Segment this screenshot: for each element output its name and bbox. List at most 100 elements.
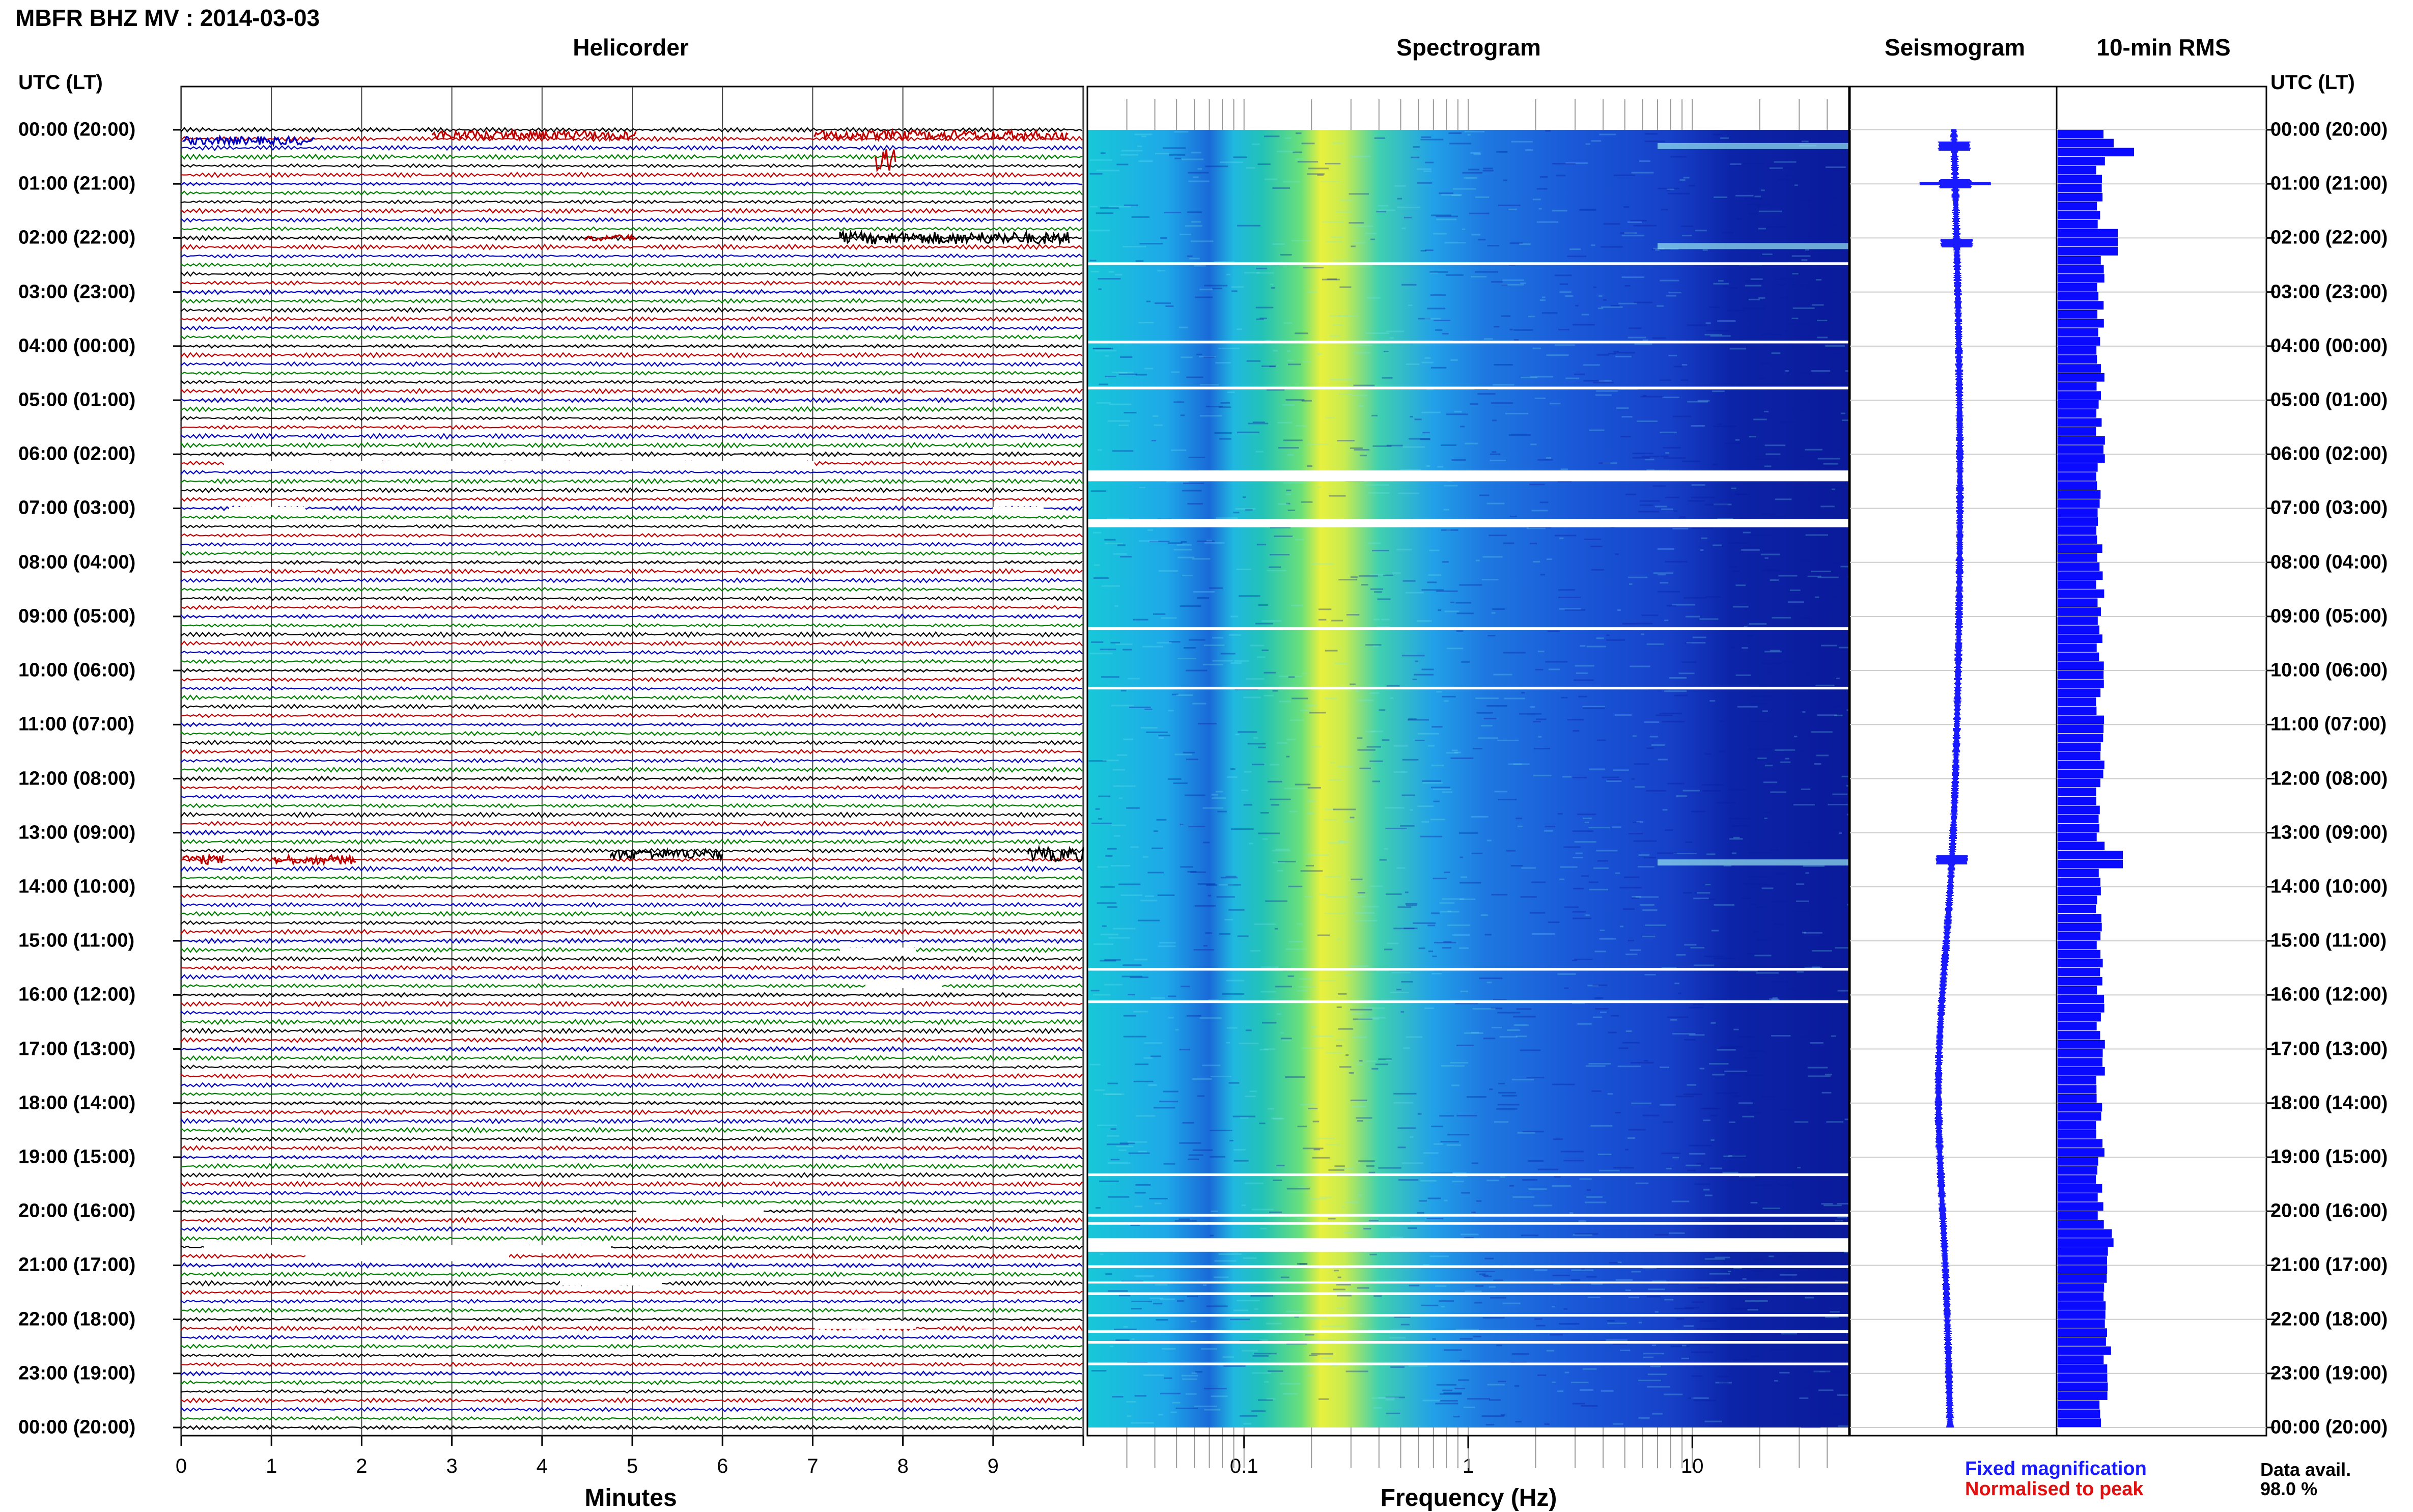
spectrogram-texture — [1572, 1002, 1585, 1004]
spectrogram-texture — [1532, 199, 1541, 201]
spectrogram-texture — [1716, 1092, 1738, 1094]
spectrogram-texture — [1805, 249, 1810, 251]
spectrogram-texture — [1367, 492, 1390, 494]
spectrogram-texture — [1288, 940, 1303, 942]
spectrogram-texture — [1833, 993, 1850, 995]
spectrogram-texture — [1135, 260, 1144, 262]
rms-bar — [2058, 157, 2105, 165]
spectrogram-texture — [1401, 981, 1413, 983]
rms-bar — [2058, 1328, 2107, 1337]
spectrogram-texture — [1490, 1297, 1506, 1299]
spectrogram-texture — [1829, 1220, 1841, 1222]
rms-bar — [2058, 986, 2097, 995]
spectrogram-texture — [1729, 287, 1738, 289]
spectrogram-texture — [1811, 304, 1824, 306]
spectrogram-texture — [1532, 347, 1541, 349]
spectrogram-texture — [1618, 1047, 1629, 1049]
spectrogram-texture — [1186, 376, 1203, 378]
spectrogram-texture — [1297, 161, 1318, 163]
spectrogram-data-gap — [1087, 1330, 1849, 1333]
spectrogram-texture — [1235, 734, 1240, 736]
spectrogram-texture — [1780, 1109, 1795, 1111]
spectrogram-texture — [1131, 1300, 1153, 1302]
spectrogram-texture — [1297, 1126, 1307, 1128]
spectrogram-texture — [1357, 699, 1373, 702]
spectrogram-texture — [1305, 1334, 1315, 1336]
spectrogram-texture — [1482, 1274, 1489, 1276]
spectrogram-texture — [1166, 481, 1189, 483]
chart-title: MBFR BHZ MV : 2014-03-03 — [15, 5, 320, 31]
rms-bar — [2058, 1337, 2106, 1346]
spectrogram-texture — [1689, 1034, 1705, 1036]
spectrogram-texture — [1410, 809, 1414, 811]
spectrogram-texture — [1646, 747, 1654, 749]
spectrogram-texture — [1210, 1235, 1214, 1237]
helicorder-trace — [180, 973, 1083, 981]
spectrogram-texture — [1490, 459, 1506, 461]
spectrogram-texture — [1764, 444, 1786, 446]
spectrogram-texture — [1181, 356, 1193, 358]
spectrogram-texture — [1526, 1077, 1545, 1079]
spectrogram-texture — [1098, 288, 1102, 290]
spectrogram-texture — [1584, 538, 1601, 540]
spectrogram-texture — [1462, 172, 1483, 174]
spectrogram-texture — [1754, 955, 1772, 957]
spectrogram-texture — [1309, 712, 1326, 714]
spectrogram-texture — [1326, 241, 1342, 243]
spectrogram-texture — [1443, 1392, 1462, 1394]
spectrogram-data-gap — [1087, 1362, 1849, 1365]
spectrogram-texture — [1603, 462, 1617, 464]
helicorder-trace — [180, 226, 1083, 232]
spectrogram-texture — [1588, 1062, 1611, 1065]
spectrogram-texture — [1158, 570, 1179, 572]
spectrogram-texture — [1559, 608, 1581, 610]
spectrogram-texture — [1359, 767, 1371, 769]
spectrogram-texture — [1112, 450, 1134, 452]
spectrogram-texture — [1245, 1182, 1264, 1184]
spectrogram-texture — [1413, 146, 1420, 148]
spectrogram-texture — [1414, 674, 1434, 676]
spectrogram-texture — [1546, 354, 1569, 356]
spectrogram-texture — [1513, 329, 1533, 331]
spectrogram-texture — [1591, 569, 1604, 571]
spectrogram-texture — [1607, 1093, 1613, 1095]
spectrogram-texture — [1211, 1395, 1228, 1397]
spectrogram-texture — [1131, 1422, 1154, 1424]
helicorder-trace — [180, 920, 1083, 926]
spectrogram-texture — [1654, 1311, 1659, 1313]
spectrogram-texture — [1124, 204, 1138, 206]
spectrogram-texture — [1572, 324, 1595, 326]
spectrogram-texture — [1819, 941, 1827, 943]
spectrogram-texture — [1369, 760, 1383, 762]
rms-bar — [2058, 130, 2103, 138]
helicorder-trace — [180, 505, 1083, 512]
helicorder-trace — [180, 144, 1083, 152]
spectrogram-texture — [1400, 1011, 1405, 1013]
spectrogram-texture — [1799, 1210, 1808, 1212]
spectrogram-texture — [1825, 1317, 1839, 1319]
spectrogram-texture — [1836, 1202, 1853, 1205]
spectrogram-texture — [1535, 668, 1544, 670]
spectrogram-texture — [1644, 974, 1656, 976]
spectrogram-texture — [1203, 945, 1208, 947]
spectrogram-texture — [1329, 335, 1340, 337]
spectrogram-texture — [1711, 930, 1719, 932]
spectrogram-texture — [1489, 1088, 1493, 1090]
spectrogram-texture — [1557, 973, 1576, 975]
spectrogram-texture — [1511, 141, 1533, 143]
helicorder-trace — [180, 937, 1083, 944]
spectrogram-texture — [1212, 660, 1233, 662]
spectrogram-texture — [1574, 679, 1594, 681]
spectrogram-texture — [1242, 1205, 1246, 1207]
spectrogram-texture — [1349, 965, 1369, 967]
spectrogram-texture — [1771, 999, 1780, 1001]
spectrogram-texture — [1208, 999, 1219, 1001]
spectrogram-texture — [1220, 402, 1230, 404]
spectrogram-texture — [1612, 1343, 1628, 1345]
spectrogram-texture — [1513, 1016, 1536, 1018]
spectrogram-texture — [1811, 570, 1831, 572]
spectrogram-texture — [1289, 719, 1304, 721]
spectrogram-texture — [1322, 221, 1344, 223]
helicorder-trace — [180, 181, 1083, 187]
spectrogram-texture — [1491, 893, 1507, 895]
